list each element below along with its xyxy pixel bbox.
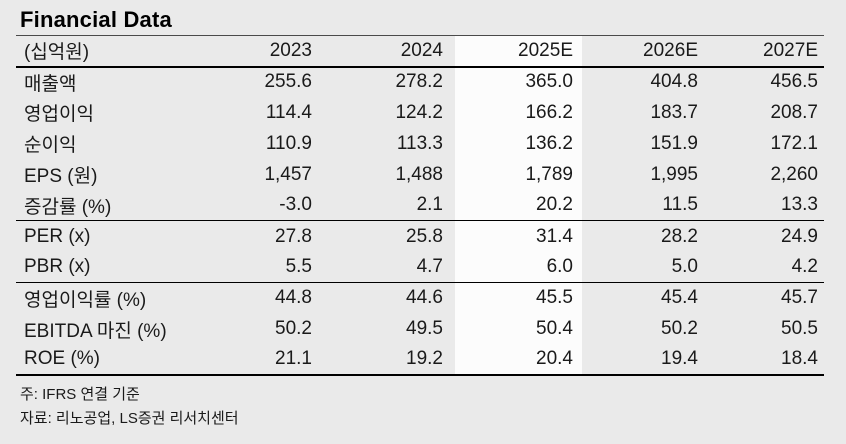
cell-ROE (%)-2024: 19.2 [406, 348, 443, 370]
cell-EPS (원)-2026E: 1,995 [650, 163, 698, 185]
cell-순이익-2023: 110.9 [265, 132, 312, 154]
cell-EPS (원)-2024: 1,488 [395, 163, 443, 185]
cell-영업이익-2026E: 183.7 [650, 101, 698, 123]
table-row: 영업이익률 (%) 44.8 44.6 45.5 45.4 45.7 [16, 282, 824, 314]
cell-ROE (%)-2027E: 18.4 [781, 348, 818, 370]
cell-EPS (원)-2023: 1,457 [264, 163, 312, 185]
cell-증감률 (%)-2025E: 20.2 [455, 190, 582, 221]
column-header-2023: 2023 [269, 39, 312, 61]
cell-PER (x)-2023: 27.8 [275, 225, 312, 247]
cell-순이익-2025E: 136.2 [455, 128, 582, 160]
row-label: ROE (%) [24, 348, 100, 370]
row-label: 영업이익률 (%) [24, 289, 147, 311]
row-label: 순이익 [24, 135, 77, 157]
row-label: EBITDA 마진 (%) [24, 320, 167, 342]
table-row: 매출액 255.6 278.2 365.0 404.8 456.5 [16, 66, 824, 98]
cell-증감률 (%)-2023: -3.0 [279, 194, 312, 216]
cell-EBITDA 마진 (%)-2024: 49.5 [406, 318, 443, 340]
table-row: EPS (원) 1,457 1,488 1,789 1,995 2,260 [16, 159, 824, 191]
footnote-basis: 주: IFRS 연결 기준 [20, 386, 140, 404]
cell-영업이익률 (%)-2025E: 45.5 [455, 282, 582, 314]
table-body: 매출액 255.6 278.2 365.0 404.8 456.5 영업이익 114.4 124… [16, 66, 824, 376]
cell-매출액-2026E: 404.8 [650, 71, 698, 93]
table-row: 영업이익 114.4 124.2 166.2 183.7 208.7 [16, 97, 824, 129]
cell-EBITDA 마진 (%)-2023: 50.2 [275, 318, 312, 340]
cell-영업이익-2025E: 166.2 [455, 97, 582, 129]
cell-증감률 (%)-2024: 2.1 [416, 194, 443, 216]
cell-PER (x)-2026E: 28.2 [661, 225, 698, 247]
table-row: PER (x) 27.8 25.8 31.4 28.2 24.9 [16, 220, 824, 252]
table-row: 순이익 110.9 113.3 136.2 151.9 172.1 [16, 128, 824, 160]
column-header-2024: 2024 [400, 39, 443, 61]
cell-EBITDA 마진 (%)-2025E: 50.4 [455, 313, 582, 345]
cell-매출액-2024: 278.2 [395, 71, 443, 93]
cell-영업이익률 (%)-2027E: 45.7 [781, 287, 818, 309]
cell-영업이익률 (%)-2024: 44.6 [406, 287, 443, 309]
cell-영업이익-2027E: 208.7 [770, 101, 818, 123]
table-row: PBR (x) 5.5 4.7 6.0 5.0 4.2 [16, 251, 824, 283]
row-label: PER (x) [24, 225, 91, 247]
cell-ROE (%)-2025E: 20.4 [455, 344, 582, 376]
cell-영업이익-2024: 124.2 [395, 101, 443, 123]
cell-매출액-2023: 255.6 [264, 71, 312, 93]
cell-EBITDA 마진 (%)-2027E: 50.5 [781, 318, 818, 340]
cell-PBR (x)-2026E: 5.0 [671, 256, 698, 278]
cell-EPS (원)-2027E: 2,260 [770, 163, 818, 185]
cell-EBITDA 마진 (%)-2026E: 50.2 [661, 318, 698, 340]
page-title: Financial Data [20, 7, 172, 32]
cell-EPS (원)-2025E: 1,789 [455, 159, 582, 191]
column-header-2026E: 2026E [643, 39, 698, 61]
row-label: EPS (원) [24, 166, 98, 188]
column-header-2025E: 2025E [455, 35, 582, 67]
footnote-source: 자료: 리노공업, LS증권 리서치센터 [20, 410, 239, 428]
table-row: ROE (%) 21.1 19.2 20.4 19.4 18.4 [16, 344, 824, 376]
cell-영업이익-2023: 114.4 [265, 101, 312, 123]
year-header-row: (십억원) 2023 2024 2025E 2026E 2027E [16, 35, 824, 67]
cell-PER (x)-2027E: 24.9 [781, 225, 818, 247]
cell-영업이익률 (%)-2023: 44.8 [275, 287, 312, 309]
footnotes: 주: IFRS 연결 기준 자료: 리노공업, LS증권 리서치센터 [20, 383, 824, 431]
cell-매출액-2027E: 456.5 [770, 71, 818, 93]
cell-PER (x)-2025E: 31.4 [455, 220, 582, 252]
cell-PBR (x)-2023: 5.5 [285, 256, 312, 278]
cell-PBR (x)-2027E: 4.2 [791, 256, 818, 278]
cell-PER (x)-2024: 25.8 [406, 225, 443, 247]
cell-순이익-2027E: 172.1 [770, 132, 818, 154]
cell-ROE (%)-2026E: 19.4 [661, 348, 698, 370]
table-row: EBITDA 마진 (%) 50.2 49.5 50.4 50.2 50.5 [16, 313, 824, 345]
cell-ROE (%)-2023: 21.1 [275, 348, 312, 370]
cell-영업이익률 (%)-2026E: 45.4 [661, 287, 698, 309]
cell-증감률 (%)-2027E: 13.3 [781, 194, 818, 216]
cell-PBR (x)-2024: 4.7 [416, 256, 443, 278]
row-label: PBR (x) [24, 256, 91, 278]
row-label: 증감률 (%) [24, 196, 112, 218]
row-label: 매출액 [24, 73, 77, 95]
cell-순이익-2024: 113.3 [396, 132, 443, 154]
row-label: 영업이익 [24, 104, 94, 126]
unit-header: (십억원) [24, 42, 90, 64]
cell-증감률 (%)-2026E: 11.5 [662, 194, 698, 216]
column-header-2027E: 2027E [763, 39, 818, 61]
table-row: 증감률 (%) -3.0 2.1 20.2 11.5 13.3 [16, 190, 824, 221]
cell-순이익-2026E: 151.9 [650, 132, 698, 154]
cell-매출액-2025E: 365.0 [455, 66, 582, 98]
financial-data-table: (십억원) 2023 2024 2025E 2026E 2027E 매출액 255.6 27… [16, 35, 824, 377]
cell-PBR (x)-2025E: 6.0 [455, 251, 582, 283]
